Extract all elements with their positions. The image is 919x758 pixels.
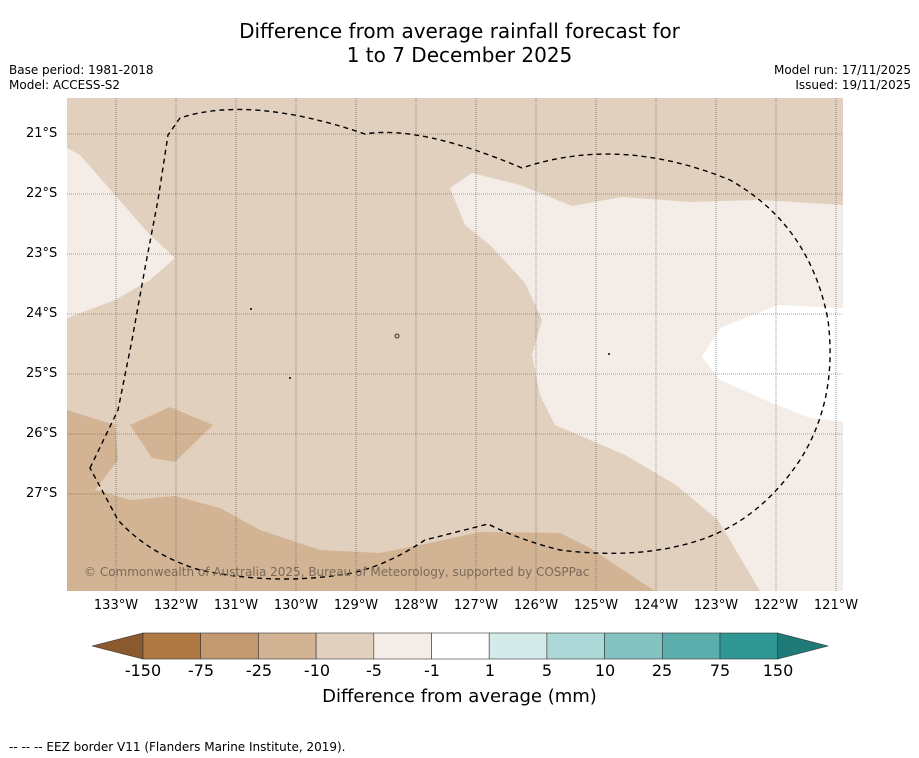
- lon-label: 130°W: [273, 598, 319, 613]
- eez-border: [89, 108, 831, 580]
- colorbar-tick: 75: [709, 661, 731, 680]
- lon-label: 133°W: [93, 598, 139, 613]
- colorbar-tick: -75: [187, 661, 215, 680]
- colorbar-segment: [661, 632, 721, 660]
- colorbar-tick: -1: [424, 661, 440, 680]
- island-dot: [250, 308, 252, 310]
- colorbar-segment: [431, 632, 490, 660]
- region-moderate-dry-south: [67, 410, 655, 591]
- lon-label: 124°W: [633, 598, 679, 613]
- meta-left: Base period: 1981-2018 Model: ACCESS-S2: [9, 63, 154, 93]
- colorbar-extend-high: [777, 632, 830, 660]
- colorbar-segment: [719, 632, 779, 660]
- lat-label: 27°S: [26, 486, 58, 501]
- colorbar-segment: [142, 632, 202, 660]
- lon-label: 121°W: [813, 598, 859, 613]
- lon-label: 122°W: [753, 598, 799, 613]
- colorbar-segment: [604, 632, 663, 660]
- lat-label: 21°S: [26, 126, 58, 141]
- colorbar: [91, 632, 830, 660]
- colorbar-tick: -10: [303, 661, 331, 680]
- island-dot: [394, 333, 400, 339]
- base-period: Base period: 1981-2018: [9, 63, 154, 77]
- model-run: Model run: 17/11/2025: [773, 63, 911, 77]
- lat-label: 24°S: [26, 306, 58, 321]
- colorbar-tick: -5: [366, 661, 382, 680]
- footer-eez-note: -- -- -- EEZ border V11 (Flanders Marine…: [9, 740, 346, 754]
- colorbar-tick: 25: [651, 661, 673, 680]
- lat-label: 23°S: [26, 246, 58, 261]
- lon-label: 126°W: [513, 598, 559, 613]
- region-no-change: [702, 305, 843, 422]
- colorbar-segment: [546, 632, 605, 660]
- lon-label: 128°W: [393, 598, 439, 613]
- lon-label: 132°W: [153, 598, 199, 613]
- colorbar-extend-low: [91, 632, 144, 660]
- colorbar-tick: 5: [541, 661, 553, 680]
- lon-label: 125°W: [573, 598, 619, 613]
- colorbar-segment: [258, 632, 317, 660]
- longitude-gridlines: [115, 98, 837, 591]
- colorbar-tick: 10: [594, 661, 616, 680]
- region-near-average-west: [67, 148, 175, 318]
- region-moderate-dry-patch: [130, 407, 213, 462]
- colorbar-tick: -150: [124, 661, 162, 680]
- colorbar-segment: [488, 632, 548, 660]
- lon-label: 127°W: [453, 598, 499, 613]
- model-name: Model: ACCESS-S2: [9, 78, 121, 92]
- lon-label: 131°W: [213, 598, 259, 613]
- lat-label: 26°S: [26, 426, 58, 441]
- colorbar-label: Difference from average (mm): [322, 686, 597, 707]
- colorbar-segment: [200, 632, 259, 660]
- colorbar-segment: [373, 632, 432, 660]
- copyright: © Commonwealth of Australia 2025, Bureau…: [84, 565, 590, 579]
- lat-label: 22°S: [26, 186, 58, 201]
- island-dot: [608, 353, 610, 355]
- title-line-2: 1 to 7 December 2025: [346, 43, 573, 67]
- lat-label: 25°S: [26, 366, 58, 381]
- title-line-1: Difference from average rainfall forecas…: [239, 19, 680, 43]
- colorbar-tick: -25: [245, 661, 273, 680]
- colorbar-tick: 150: [762, 661, 794, 680]
- colorbar-tick: 1: [484, 661, 496, 680]
- colorbar-segment: [315, 632, 375, 660]
- island-dot: [289, 377, 291, 379]
- lon-label: 123°W: [693, 598, 739, 613]
- latitude-gridlines: [67, 133, 843, 495]
- lon-label: 129°W: [333, 598, 379, 613]
- meta-right: Model run: 17/11/2025 Issued: 19/11/2025: [774, 63, 911, 93]
- region-near-average-east: [450, 173, 843, 591]
- issued-date: Issued: 19/11/2025: [795, 78, 911, 92]
